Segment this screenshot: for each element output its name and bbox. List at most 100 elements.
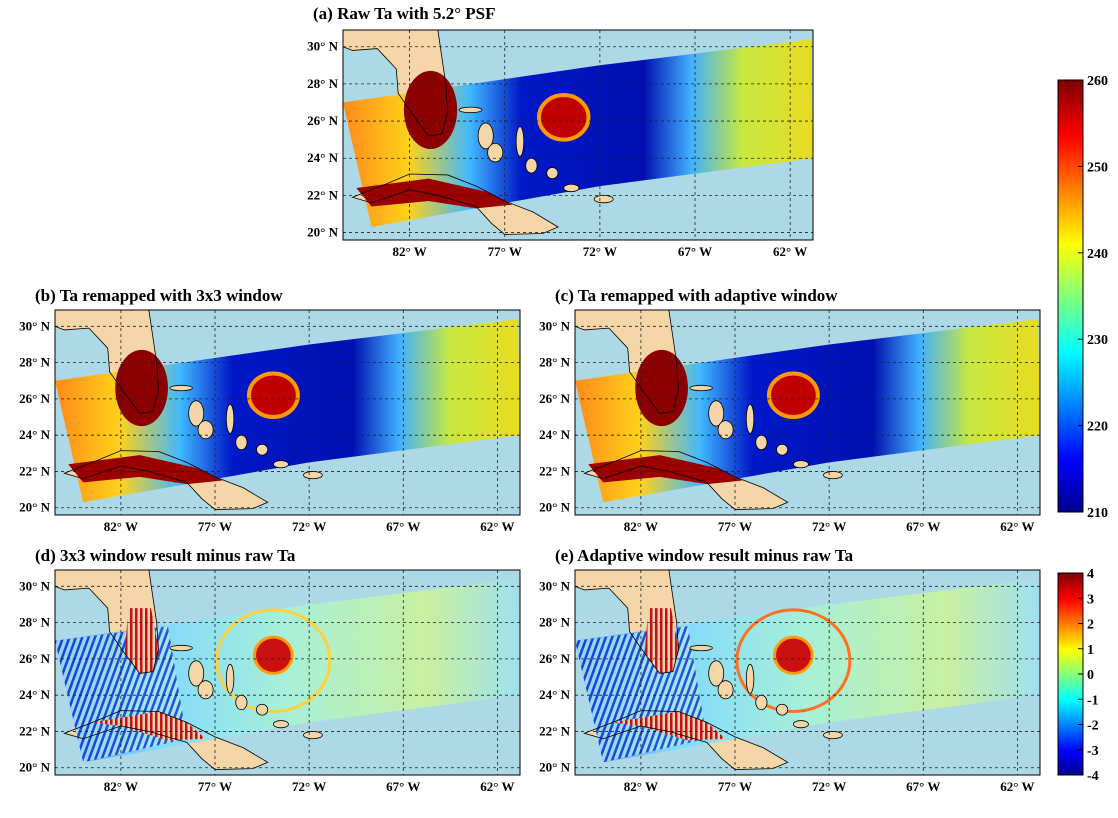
map-area <box>528 299 1040 515</box>
island <box>564 184 579 191</box>
island <box>746 404 754 433</box>
panel-title: (d) 3x3 window result minus raw Ta <box>35 546 296 565</box>
y-tick-label: 28° N <box>539 615 570 630</box>
colorbar-tick-label: -4 <box>1087 769 1099 784</box>
colorbar-tick-label: -3 <box>1087 744 1099 759</box>
x-tick-label: 72° W <box>292 779 326 794</box>
island <box>236 695 247 710</box>
colorbar-tick-label: 3 <box>1087 592 1094 607</box>
y-tick-label: 28° N <box>539 355 570 370</box>
island <box>226 664 234 693</box>
panel-title: (e) Adaptive window result minus raw Ta <box>555 546 854 565</box>
y-tick-label: 26° N <box>19 651 50 666</box>
island <box>304 471 323 478</box>
y-tick-label: 22° N <box>539 723 570 738</box>
y-tick-label: 24° N <box>539 427 570 442</box>
y-tick-label: 22° N <box>19 723 50 738</box>
hot-land <box>635 350 688 426</box>
y-tick-label: 22° N <box>539 463 570 478</box>
colorbar-tick-label: 250 <box>1087 160 1108 175</box>
island <box>459 107 482 113</box>
y-tick-label: 30° N <box>19 578 50 593</box>
island <box>304 731 323 738</box>
panel-title: (b) Ta remapped with 3x3 window <box>35 286 283 305</box>
x-tick-label: 72° W <box>583 244 617 259</box>
storm <box>249 373 298 417</box>
y-tick-label: 30° N <box>307 39 338 54</box>
colorbar-tick-label: 230 <box>1087 333 1108 348</box>
island <box>746 664 754 693</box>
y-tick-label: 20° N <box>307 225 338 240</box>
hot-land <box>115 350 168 426</box>
island <box>170 385 193 390</box>
island <box>226 404 234 433</box>
colorbar-tick-label: 210 <box>1087 506 1108 521</box>
x-tick-label: 62° W <box>480 779 514 794</box>
y-tick-label: 28° N <box>19 355 50 370</box>
island <box>594 195 613 202</box>
island <box>198 681 213 699</box>
x-tick-label: 77° W <box>198 779 232 794</box>
y-tick-label: 30° N <box>539 318 570 333</box>
map-area <box>528 559 1040 775</box>
x-tick-label: 62° W <box>1000 779 1034 794</box>
island <box>824 471 843 478</box>
colorbar-tick-label: 1 <box>1087 643 1094 658</box>
panel-title: (a) Raw Ta with 5.2° PSF <box>313 4 495 23</box>
island <box>824 731 843 738</box>
island <box>256 444 267 455</box>
island <box>776 704 787 715</box>
island <box>756 435 767 450</box>
y-tick-label: 20° N <box>539 760 570 775</box>
x-tick-label: 82° W <box>624 519 658 534</box>
island <box>718 681 733 699</box>
colorbar-gradient <box>1058 80 1083 512</box>
x-tick-label: 77° W <box>718 519 752 534</box>
island <box>516 127 524 157</box>
colorbar-tick-label: 260 <box>1087 74 1108 89</box>
x-tick-label: 77° W <box>718 779 752 794</box>
y-tick-label: 26° N <box>539 391 570 406</box>
island <box>170 645 193 650</box>
island <box>526 158 537 173</box>
island <box>793 461 808 468</box>
colorbar-tick-label: 240 <box>1087 247 1108 262</box>
island <box>776 444 787 455</box>
y-tick-label: 22° N <box>307 187 338 202</box>
map-area <box>8 559 520 775</box>
colorbar-tick-label: 4 <box>1087 567 1094 582</box>
panel-title: (c) Ta remapped with adaptive window <box>555 286 838 305</box>
x-tick-label: 67° W <box>386 779 420 794</box>
colorbar-tick-label: -2 <box>1087 719 1099 734</box>
map-area <box>8 299 520 515</box>
x-tick-label: 82° W <box>392 244 426 259</box>
map-panel: 82° W77° W72° W67° W62° W20° N22° N24° N… <box>8 546 520 794</box>
y-tick-label: 22° N <box>19 463 50 478</box>
y-tick-label: 20° N <box>19 500 50 515</box>
storm <box>769 373 818 417</box>
y-tick-label: 30° N <box>539 578 570 593</box>
island <box>547 168 558 179</box>
storm <box>539 95 588 140</box>
y-tick-label: 20° N <box>19 760 50 775</box>
x-tick-label: 77° W <box>488 244 522 259</box>
y-tick-label: 24° N <box>307 150 338 165</box>
x-tick-label: 72° W <box>812 519 846 534</box>
y-tick-label: 26° N <box>19 391 50 406</box>
island <box>198 421 213 439</box>
colorbar-tick-label: 220 <box>1087 420 1108 435</box>
storm <box>775 637 813 673</box>
colorbar-tick-label: -1 <box>1087 693 1099 708</box>
figure: 82° W 77° W 72° W 67° W 62° W 20° N 22° N 24° N… <box>0 0 1118 813</box>
storm <box>255 637 293 673</box>
island <box>718 421 733 439</box>
y-tick-label: 24° N <box>19 427 50 442</box>
colorbar: 210 220 230 240 250 260 <box>1058 74 1108 521</box>
x-tick-label: 82° W <box>104 519 138 534</box>
island <box>793 721 808 728</box>
x-tick-label: 72° W <box>292 519 326 534</box>
x-tick-label: 62° W <box>773 244 807 259</box>
